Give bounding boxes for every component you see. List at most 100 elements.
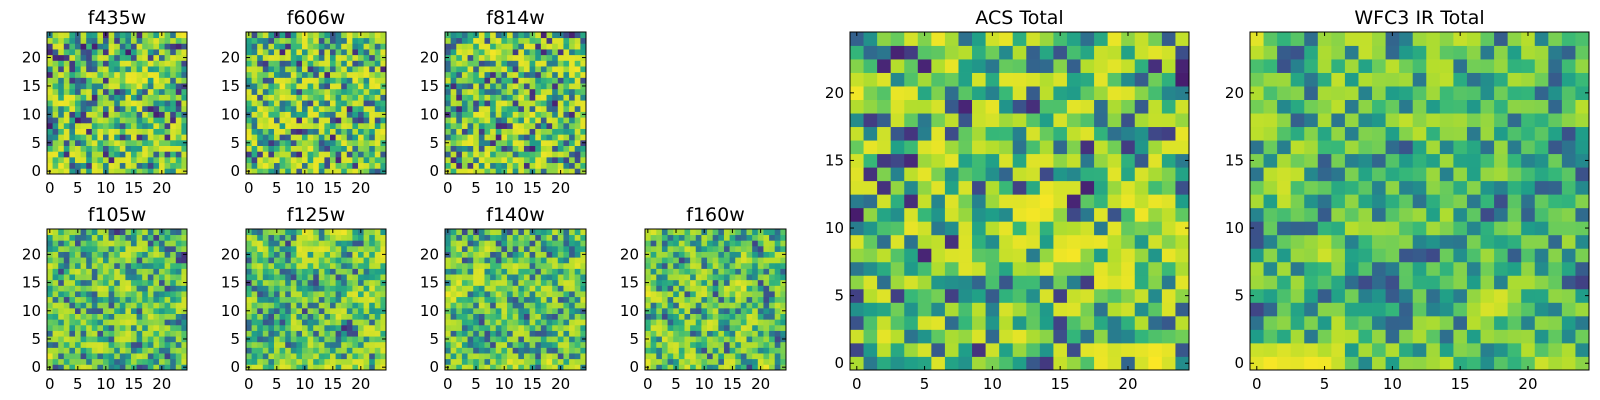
heatmap-cell bbox=[645, 257, 652, 264]
heatmap-cell bbox=[380, 49, 387, 56]
heatmap-cell bbox=[246, 262, 252, 269]
heatmap-cell bbox=[701, 307, 708, 314]
heatmap-cell bbox=[490, 71, 497, 78]
heatmap-cell bbox=[569, 251, 576, 258]
heatmap-cell bbox=[495, 60, 502, 67]
heatmap-cell bbox=[159, 274, 165, 281]
heatmap-cell bbox=[159, 324, 165, 331]
heatmap-cell bbox=[890, 167, 905, 182]
heatmap-cell bbox=[52, 134, 59, 141]
heatmap-cell bbox=[103, 274, 109, 281]
heatmap-cell bbox=[523, 105, 530, 112]
heatmap-cell bbox=[450, 168, 457, 175]
heatmap-cell bbox=[450, 43, 457, 50]
y-tick-label: 5 bbox=[31, 330, 41, 348]
heatmap-cell bbox=[75, 117, 81, 124]
heatmap-cell bbox=[1080, 315, 1095, 330]
heatmap-cell bbox=[274, 234, 280, 241]
heatmap-cell bbox=[58, 307, 65, 314]
heatmap-cell bbox=[574, 229, 581, 236]
heatmap-cell bbox=[335, 251, 342, 258]
heatmap-cell bbox=[445, 77, 452, 84]
heatmap-cell bbox=[274, 43, 280, 50]
heatmap-cell bbox=[103, 257, 109, 264]
heatmap-cell bbox=[114, 324, 121, 331]
heatmap-cell bbox=[763, 307, 770, 314]
heatmap-cell bbox=[769, 251, 776, 258]
heatmap-cell bbox=[746, 307, 753, 314]
heatmap-cell bbox=[114, 60, 121, 67]
heatmap-cell bbox=[546, 145, 553, 152]
heatmap-cell bbox=[91, 291, 98, 298]
heatmap-cell bbox=[290, 364, 297, 371]
heatmap-cell bbox=[473, 262, 480, 269]
heatmap-cell bbox=[495, 128, 502, 135]
heatmap-cell bbox=[523, 307, 530, 314]
heatmap-cell bbox=[473, 66, 480, 73]
heatmap-cell bbox=[119, 105, 126, 112]
heatmap-cell bbox=[108, 168, 115, 175]
heatmap-cell bbox=[484, 145, 491, 152]
heatmap-cell bbox=[246, 100, 252, 107]
heatmap-cell bbox=[512, 32, 519, 39]
heatmap-cell bbox=[181, 122, 188, 129]
heatmap-cell bbox=[529, 291, 536, 298]
heatmap-cell bbox=[142, 77, 149, 84]
heatmap-cell bbox=[563, 279, 570, 286]
heatmap-cell bbox=[445, 151, 452, 158]
y-tick-label: 10 bbox=[420, 302, 439, 320]
heatmap-cell bbox=[701, 313, 708, 320]
heatmap-cell bbox=[1039, 356, 1054, 371]
heatmap-cell bbox=[91, 285, 98, 292]
heatmap-cell bbox=[47, 240, 53, 247]
heatmap-cell bbox=[97, 319, 104, 326]
heatmap-cell bbox=[490, 302, 497, 309]
heatmap-cell bbox=[645, 274, 652, 281]
heatmap-cell bbox=[563, 291, 570, 298]
heatmap-cell bbox=[374, 313, 381, 320]
heatmap-cell bbox=[1121, 302, 1136, 317]
heatmap-cell bbox=[473, 291, 480, 298]
heatmap-cell bbox=[279, 88, 286, 95]
heatmap-cell bbox=[175, 240, 182, 247]
heatmap-cell bbox=[153, 94, 160, 101]
heatmap-cell bbox=[279, 77, 286, 84]
heatmap-cell bbox=[170, 162, 177, 169]
heatmap-cell bbox=[164, 162, 171, 169]
heatmap-cell bbox=[296, 111, 303, 118]
heatmap-cell bbox=[63, 100, 70, 107]
heatmap-cell bbox=[285, 353, 292, 360]
heatmap-cell bbox=[131, 94, 137, 101]
heatmap-cell bbox=[285, 134, 292, 141]
heatmap-cell bbox=[257, 274, 264, 281]
heatmap-cell bbox=[346, 364, 353, 371]
heatmap-cell bbox=[1012, 234, 1027, 249]
heatmap-cell bbox=[569, 291, 576, 298]
heatmap-cell bbox=[540, 168, 547, 175]
heatmap-cell bbox=[318, 229, 325, 236]
heatmap-cell bbox=[917, 288, 932, 303]
heatmap-cell bbox=[147, 358, 154, 365]
heatmap-cell bbox=[159, 162, 165, 169]
heatmap-cell bbox=[170, 341, 177, 348]
heatmap-cell bbox=[495, 268, 502, 275]
heatmap-cell bbox=[358, 105, 364, 112]
heatmap-cell bbox=[246, 358, 252, 365]
heatmap-cell bbox=[86, 336, 93, 343]
heatmap-cell bbox=[729, 251, 736, 258]
heatmap-cell bbox=[307, 54, 314, 61]
heatmap-cell bbox=[147, 122, 154, 129]
heatmap-cell bbox=[114, 134, 121, 141]
heatmap-cell bbox=[246, 268, 252, 275]
heatmap-cell bbox=[335, 302, 342, 309]
heatmap-cell bbox=[557, 111, 564, 118]
heatmap-cell bbox=[153, 168, 160, 175]
heatmap-cell bbox=[678, 324, 685, 331]
heatmap-cell bbox=[330, 291, 336, 298]
heatmap-cell bbox=[324, 229, 331, 236]
heatmap-cell bbox=[490, 324, 497, 331]
heatmap-cell bbox=[569, 60, 576, 67]
heatmap-cell bbox=[490, 240, 497, 247]
heatmap-cell bbox=[540, 229, 547, 236]
heatmap-cell bbox=[103, 251, 109, 258]
